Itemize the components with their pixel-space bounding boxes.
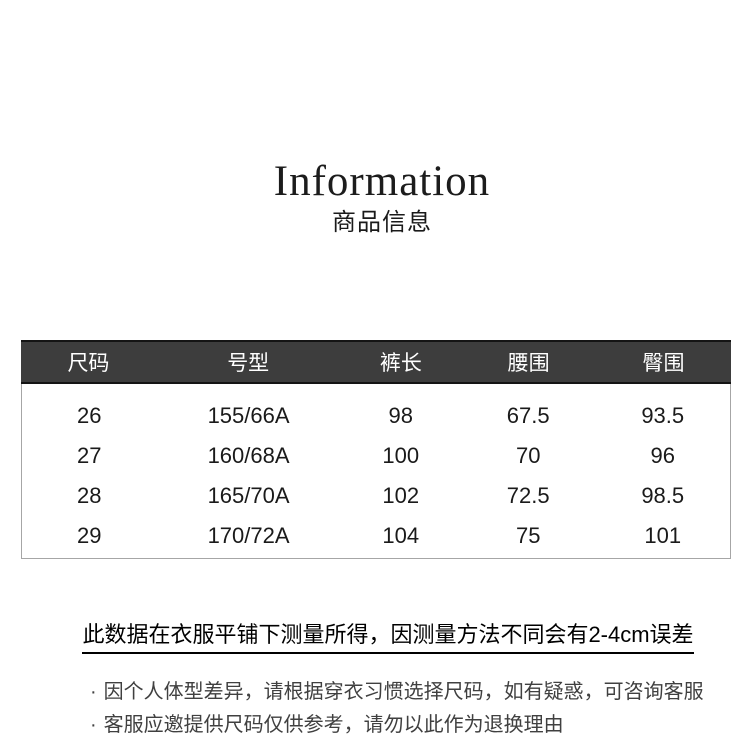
page-subtitle: 商品信息 (332, 209, 432, 236)
table-cell: 67.5 (506, 403, 550, 428)
column-header: 裤长 (379, 352, 422, 375)
table-cell: 93.5 (641, 403, 685, 428)
bullet-mark: · (90, 681, 97, 703)
tip-item: · 因个人体型差异，请根据穿衣习惯选择尺码，如有疑惑，可咨询客服 (90, 676, 704, 709)
table-cell: 101 (644, 523, 682, 548)
size-chart-header: 尺码 号型 裤长 腰围 臀围 (21, 340, 731, 384)
measurement-note-text: 此数据在衣服平铺下测量所得，因测量方法不同会有2-4cm误差 (82, 621, 694, 654)
table-cell: 96 (650, 443, 675, 468)
tip-text: 因个人体型差异，请根据穿衣习惯选择尺码，如有疑惑，可咨询客服 (103, 681, 704, 703)
size-chart-body: 26 155/66A 98 67.5 93.5 27 160/68A 100 70 96 28 165… (21, 384, 731, 559)
tips-list: · 因个人体型差异，请根据穿衣习惯选择尺码，如有疑惑，可咨询客服 · 客服应邀提供尺… (90, 676, 704, 741)
table-cell: 29 (77, 523, 102, 548)
table-cell: 98 (388, 403, 414, 428)
table-cell: 75 (515, 523, 541, 548)
table-cell: 165/70A (207, 483, 290, 508)
table-row: 26 155/66A 98 67.5 93.5 (22, 396, 730, 436)
table-cell: 170/72A (207, 523, 290, 548)
table-cell: 160/68A (207, 443, 290, 468)
bullet-mark: · (90, 714, 97, 736)
table-cell: 70 (515, 443, 541, 468)
table-cell: 27 (77, 443, 102, 468)
table-cell: 28 (77, 483, 102, 508)
tip-text: 客服应邀提供尺码仅供参考，请勿以此作为退换理由 (103, 714, 564, 736)
table-cell: 98.5 (641, 483, 685, 508)
table-row: 28 165/70A 102 72.5 98.5 (22, 476, 730, 516)
column-header: 号型 (227, 352, 270, 375)
table-row: 27 160/68A 100 70 96 (22, 436, 730, 476)
column-header: 腰围 (507, 352, 550, 375)
tip-item: · 客服应邀提供尺码仅供参考，请勿以此作为退换理由 (90, 709, 704, 741)
table-cell: 100 (382, 443, 420, 468)
table-cell: 26 (77, 403, 102, 428)
table-cell: 104 (382, 523, 420, 548)
page-title: Information (273, 158, 491, 205)
table-cell: 155/66A (207, 403, 290, 428)
size-chart-table: 尺码 号型 裤长 腰围 臀围 26 155/66A 98 67.5 93.5 27 160/68A 1… (21, 340, 731, 559)
table-row: 29 170/72A 104 75 101 (22, 516, 730, 556)
table-cell: 102 (382, 483, 420, 508)
column-header: 臀围 (642, 352, 685, 375)
table-cell: 72.5 (506, 483, 550, 508)
measurement-note: 此数据在衣服平铺下测量所得，因测量方法不同会有2-4cm误差 (0, 621, 750, 654)
column-header: 尺码 (67, 352, 110, 375)
